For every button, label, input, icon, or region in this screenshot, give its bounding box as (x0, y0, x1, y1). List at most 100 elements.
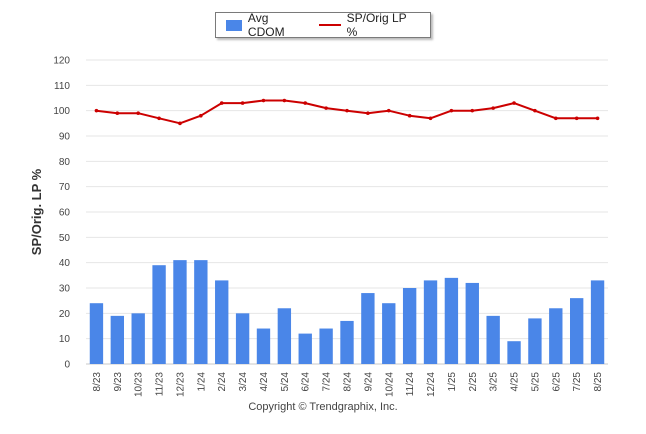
x-tick-label: 2/25 (468, 372, 479, 392)
bar (215, 280, 229, 364)
line-point (282, 98, 287, 103)
line-point (157, 116, 161, 121)
x-tick-label: 2/24 (217, 372, 228, 392)
x-tick-label: 12/24 (426, 372, 437, 397)
y-tick-label: 90 (59, 132, 71, 143)
x-tick-label: 5/25 (530, 372, 541, 392)
line-point (178, 121, 182, 126)
x-tick-label: 7/25 (572, 372, 583, 392)
bar (402, 288, 417, 364)
bar (486, 315, 500, 364)
x-tick-label: 7/24 (322, 372, 333, 392)
x-tick-label: 10/24 (384, 372, 395, 397)
x-tick-label: 6/24 (301, 372, 312, 392)
y-tick-label: 100 (53, 106, 70, 117)
line-point (574, 116, 579, 121)
legend-item-line: SP/Orig LP % (319, 11, 412, 39)
x-axis-ticks: 8/23 9/23 10/23 11/23 12/23 1/24 2/24 3/24 4/24 5… (92, 372, 604, 397)
x-tick-label: 8/25 (593, 372, 604, 392)
x-tick-label: 9/23 (113, 372, 124, 392)
chart-legend: Avg CDOM SP/Orig LP % (215, 11, 431, 39)
x-tick-label: 8/23 (92, 372, 103, 392)
line-point (219, 101, 224, 105)
bar (298, 333, 312, 364)
bar (110, 315, 125, 364)
x-tick-label: 5/24 (280, 372, 291, 392)
bar (256, 328, 271, 364)
line-point (512, 101, 516, 105)
bar (340, 320, 354, 364)
y-tick-label: 10 (59, 334, 71, 345)
line-point (386, 108, 391, 113)
line-point (345, 108, 349, 113)
x-tick-label: 3/25 (489, 372, 500, 392)
bar (444, 277, 459, 364)
x-tick-label: 4/25 (510, 372, 521, 392)
line-point (303, 101, 308, 105)
y-tick-label: 110 (54, 81, 70, 92)
x-tick-label: 10/23 (134, 372, 145, 397)
bar (131, 313, 145, 364)
y-tick-label: 80 (59, 157, 71, 168)
bar-series (89, 260, 605, 364)
y-tick-label: 0 (64, 360, 70, 371)
bar (382, 303, 396, 364)
legend-line-swatch (319, 24, 341, 26)
bar (590, 280, 605, 364)
x-tick-label: 8/24 (343, 372, 354, 392)
bar (152, 265, 166, 364)
x-tick-label: 9/24 (363, 372, 374, 392)
line-point (407, 113, 412, 118)
bar (549, 308, 563, 364)
x-tick-label: 6/25 (551, 372, 562, 392)
bar (89, 303, 104, 364)
line-series (94, 98, 600, 126)
line-point (366, 111, 370, 115)
legend-bar-label: Avg CDOM (247, 11, 285, 39)
line-point (115, 111, 120, 115)
bar (569, 298, 584, 364)
bar (507, 341, 521, 364)
line-point (533, 108, 537, 113)
bar (528, 318, 542, 364)
y-tick-label: 50 (59, 233, 71, 244)
x-tick-label: 12/23 (175, 372, 186, 397)
line-point (595, 116, 600, 121)
line-point (240, 101, 245, 105)
y-tick-label: 20 (59, 309, 71, 320)
line-point (324, 106, 328, 110)
copyright-text: Copyright © Trendgraphix, Inc. (248, 401, 398, 413)
y-tick-label: 120 (53, 56, 70, 67)
bar (194, 260, 208, 364)
x-tick-label: 1/24 (196, 372, 207, 392)
line-point (554, 116, 558, 121)
bar (173, 260, 187, 364)
legend-item-bar: Avg CDOM (226, 11, 301, 39)
line-point (470, 108, 475, 113)
y-tick-label: 60 (59, 208, 71, 219)
line-point (261, 98, 266, 103)
line-point (449, 108, 454, 113)
y-axis-ticks: 0 10 20 30 40 50 60 70 80 90 100 110 120 (53, 56, 70, 371)
x-tick-label: 4/24 (259, 372, 270, 392)
y-axis-label: SP/Orig. LP % (29, 168, 44, 255)
bar (465, 282, 479, 364)
bar (277, 308, 292, 364)
bar (319, 328, 333, 364)
y-tick-label: 40 (59, 258, 71, 269)
bar (235, 313, 250, 364)
y-tick-label: 70 (59, 182, 71, 193)
line-point (94, 108, 99, 113)
line-point (491, 106, 495, 110)
x-tick-label: 11/23 (155, 372, 166, 397)
legend-line-label: SP/Orig LP % (346, 11, 407, 39)
bar (423, 280, 438, 364)
line-point (136, 111, 140, 115)
line-point (428, 116, 433, 121)
x-tick-label: 3/24 (238, 372, 249, 392)
x-tick-label: 1/25 (447, 372, 458, 392)
legend-bar-swatch (226, 19, 242, 31)
bar (361, 293, 375, 364)
line-point (199, 113, 203, 118)
